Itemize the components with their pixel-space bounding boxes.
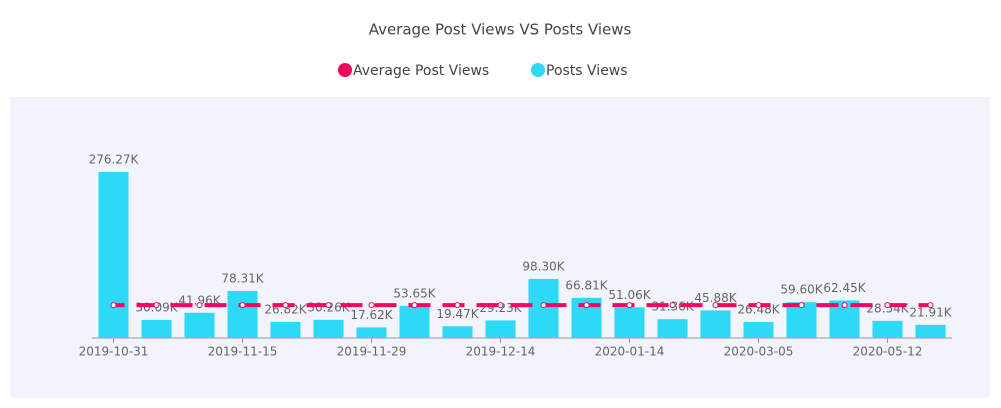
- average-point: [196, 302, 203, 309]
- bar: [700, 310, 731, 338]
- data-label: 51.06K: [608, 288, 651, 302]
- bar: [915, 324, 946, 338]
- average-point: [583, 302, 590, 309]
- legend-label: Posts Views: [546, 63, 628, 79]
- x-tick-label: 2019-10-31: [79, 345, 149, 359]
- legend-label: Average Post Views: [353, 63, 489, 79]
- data-label: 66.81K: [565, 278, 608, 292]
- data-label: 98.30K: [522, 259, 565, 273]
- average-point: [669, 302, 676, 309]
- average-point: [325, 302, 332, 309]
- x-tick-label: 2020-03-05: [724, 345, 794, 359]
- data-label: 45.88K: [694, 291, 737, 305]
- data-label: 62.45K: [823, 281, 866, 295]
- bar: [313, 319, 344, 338]
- plot-background: [10, 97, 990, 398]
- bar: [442, 326, 473, 338]
- data-label: 19.47K: [436, 307, 479, 321]
- average-point: [927, 302, 934, 309]
- average-point: [798, 302, 805, 309]
- bar: [184, 312, 215, 338]
- average-point: [411, 302, 418, 309]
- data-label: 53.65K: [393, 286, 436, 300]
- average-point: [282, 302, 289, 309]
- average-point: [755, 302, 762, 309]
- x-tick-label: 2019-11-15: [208, 345, 278, 359]
- bar: [657, 319, 688, 338]
- bar: [614, 307, 645, 338]
- bar: [98, 172, 129, 338]
- x-tick-label: 2020-05-12: [853, 345, 923, 359]
- x-tick-label: 2019-12-14: [466, 345, 536, 359]
- average-point: [153, 302, 160, 309]
- average-point: [841, 302, 848, 309]
- data-label: 276.27K: [89, 153, 140, 167]
- average-point: [712, 302, 719, 309]
- bar: [399, 305, 430, 338]
- x-tick-label: 2019-11-29: [337, 345, 407, 359]
- average-point: [368, 302, 375, 309]
- x-tick-label: 2020-01-14: [595, 345, 665, 359]
- data-label: 59.60K: [780, 283, 823, 297]
- average-point: [454, 302, 461, 309]
- bar: [356, 327, 387, 338]
- bar: [743, 322, 774, 338]
- data-label: 17.62K: [350, 308, 393, 322]
- bar: [270, 321, 301, 338]
- bar: [872, 320, 903, 338]
- average-point: [239, 302, 246, 309]
- average-point: [540, 302, 547, 309]
- bar: [528, 278, 559, 338]
- legend-swatch: [338, 63, 352, 77]
- average-point: [497, 302, 504, 309]
- average-point: [884, 302, 891, 309]
- bar: [786, 302, 817, 338]
- bar: [227, 290, 258, 338]
- chart-title: Average Post Views VS Posts Views: [369, 21, 632, 39]
- legend-swatch: [531, 63, 545, 77]
- bar: [141, 319, 172, 338]
- average-point: [626, 302, 633, 309]
- average-point: [110, 302, 117, 309]
- data-label: 21.91K: [909, 305, 952, 319]
- data-label: 78.31K: [221, 271, 264, 285]
- bar: [485, 320, 516, 338]
